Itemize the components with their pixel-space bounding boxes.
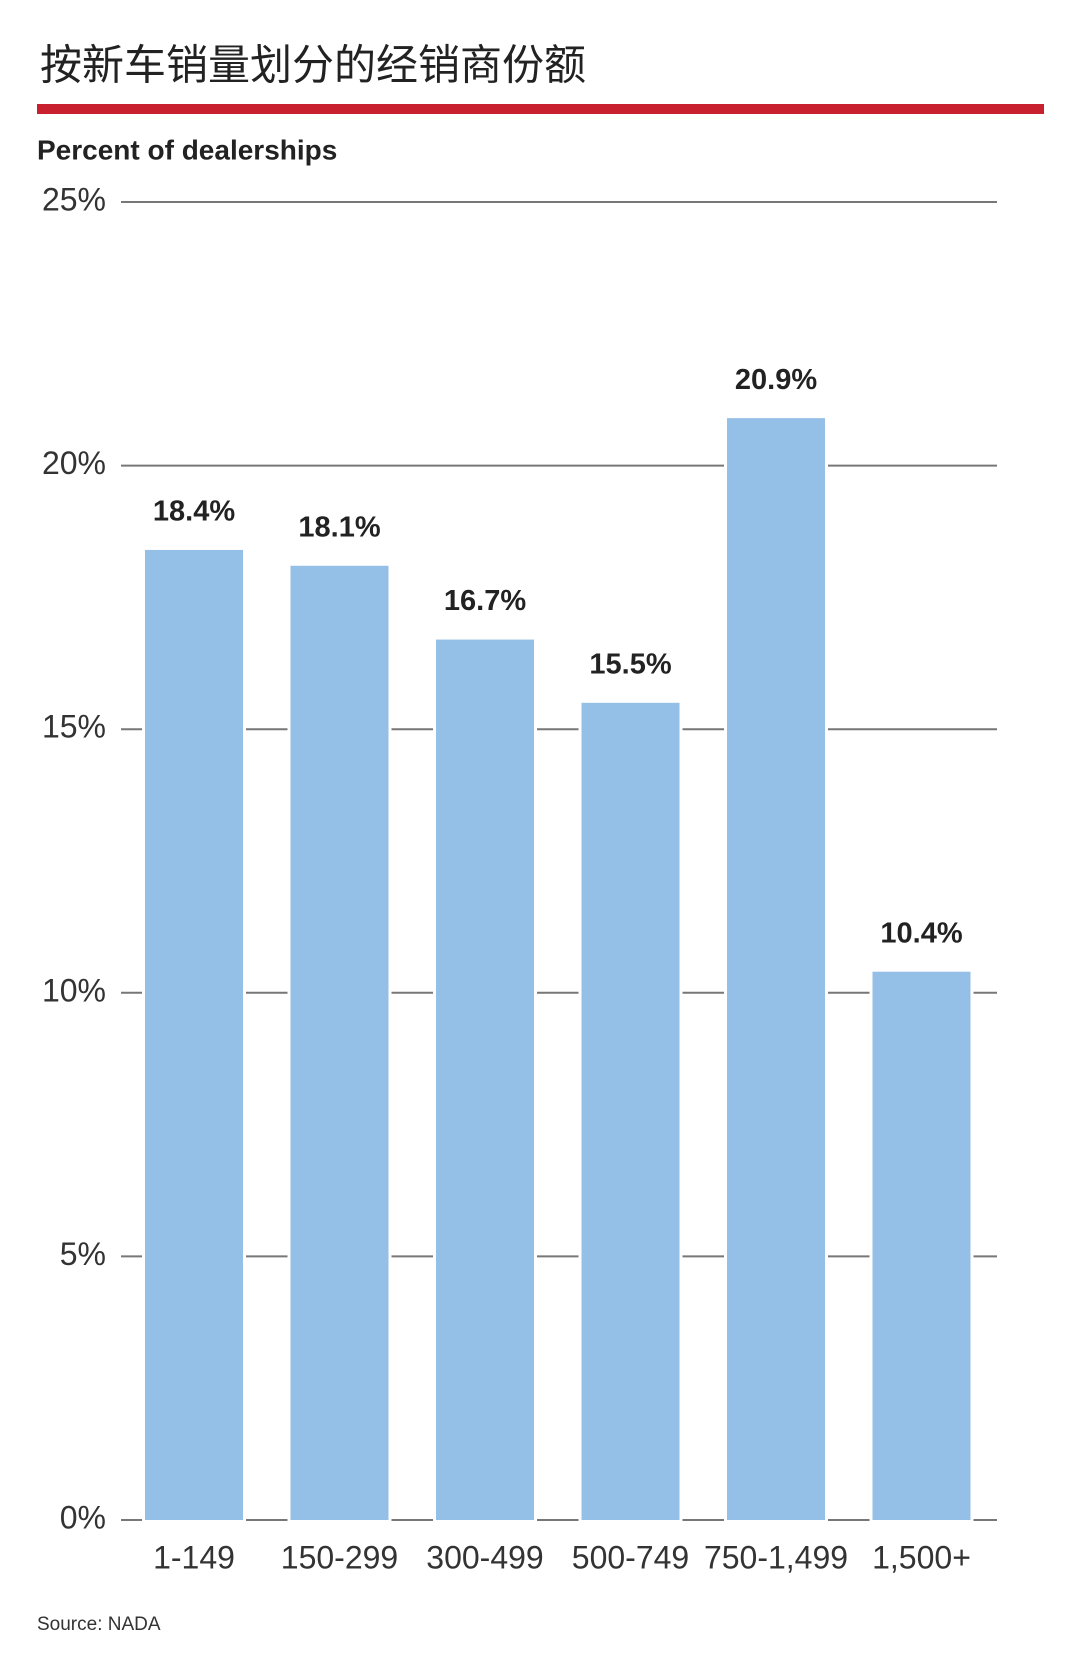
value-label: 18.1% — [298, 511, 380, 543]
value-label: 20.9% — [735, 364, 817, 396]
y-tick-label: 25% — [42, 181, 106, 217]
value-label: 16.7% — [444, 585, 526, 617]
bar — [724, 415, 828, 1524]
y-tick-label: 5% — [60, 1236, 106, 1272]
x-tick-label: 1,500+ — [872, 1539, 971, 1575]
value-label: 15.5% — [589, 648, 671, 680]
bar — [578, 699, 683, 1523]
bar — [142, 546, 246, 1523]
x-tick-label: 1-149 — [153, 1539, 235, 1575]
value-label: 10.4% — [880, 917, 962, 949]
y-tick-label: 0% — [60, 1499, 106, 1535]
y-axis-label: Percent of dealerships — [37, 134, 337, 165]
chart-title: 按新车销量划分的经销商份额 — [40, 41, 586, 90]
bar — [287, 562, 392, 1523]
bar — [869, 968, 974, 1523]
source-note: Source: NADA — [37, 1614, 161, 1635]
y-tick-label: 15% — [42, 709, 106, 745]
bar — [433, 636, 537, 1523]
x-tick-label: 500-749 — [572, 1539, 689, 1575]
title-rule — [37, 104, 1044, 114]
y-tick-label: 10% — [42, 972, 106, 1008]
x-tick-label: 750-1,499 — [704, 1539, 848, 1575]
x-tick-label: 300-499 — [426, 1539, 543, 1575]
value-label: 18.4% — [153, 496, 235, 528]
y-tick-label: 20% — [42, 445, 106, 481]
x-tick-label: 150-299 — [281, 1539, 398, 1575]
